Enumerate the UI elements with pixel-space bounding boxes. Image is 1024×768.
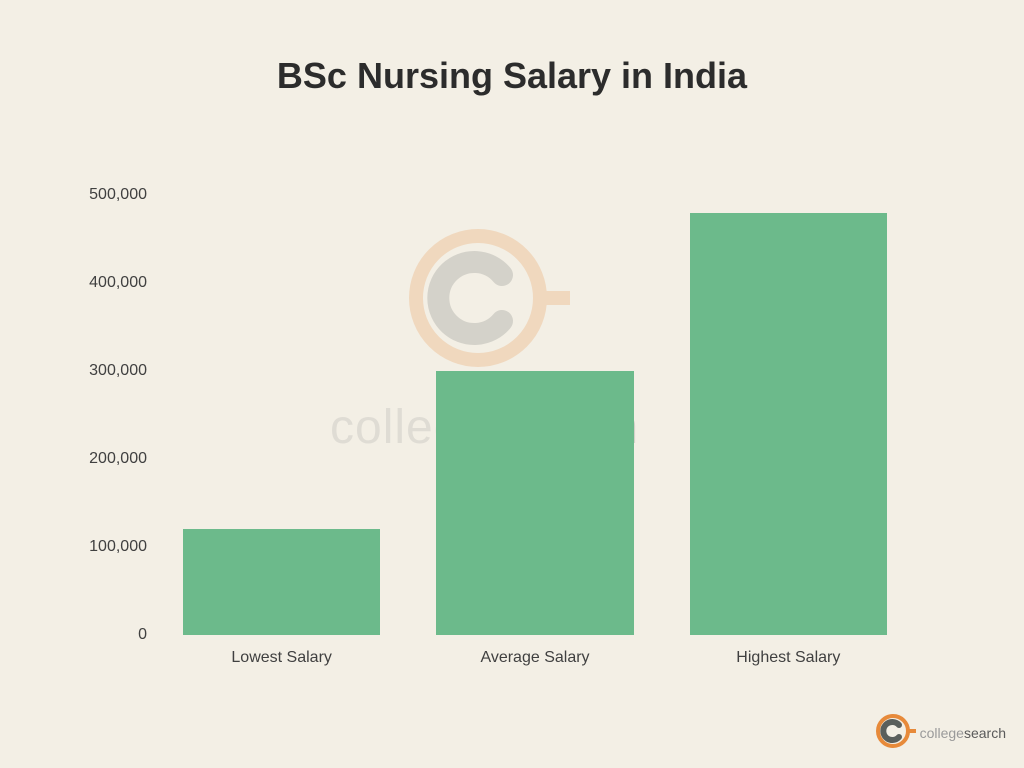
bar [690, 213, 888, 635]
y-tick-label: 300,000 [89, 362, 147, 380]
chart-title: BSc Nursing Salary in India [0, 55, 1024, 97]
chart-container: BSc Nursing Salary in India collegesearc… [0, 0, 1024, 768]
x-tick-label: Average Salary [480, 649, 589, 667]
brand-logo-suffix: search [964, 725, 1006, 741]
bars-area: Lowest SalaryAverage SalaryHighest Salar… [155, 195, 915, 635]
x-tick-label: Highest Salary [736, 649, 840, 667]
brand-logo-text: collegesearch [920, 726, 1006, 740]
plot-area: 0100,000200,000300,000400,000500,000 Low… [155, 195, 915, 635]
brand-logo-prefix: college [920, 725, 964, 741]
y-tick-label: 200,000 [89, 450, 147, 468]
y-tick-label: 400,000 [89, 274, 147, 292]
brand-logo: collegesearch [874, 712, 1006, 754]
bar [436, 371, 634, 635]
y-tick-label: 500,000 [89, 186, 147, 204]
y-tick-label: 0 [138, 626, 147, 644]
x-tick-label: Lowest Salary [231, 649, 332, 667]
brand-logo-icon [874, 712, 916, 754]
bar [183, 529, 381, 635]
y-tick-label: 100,000 [89, 538, 147, 556]
